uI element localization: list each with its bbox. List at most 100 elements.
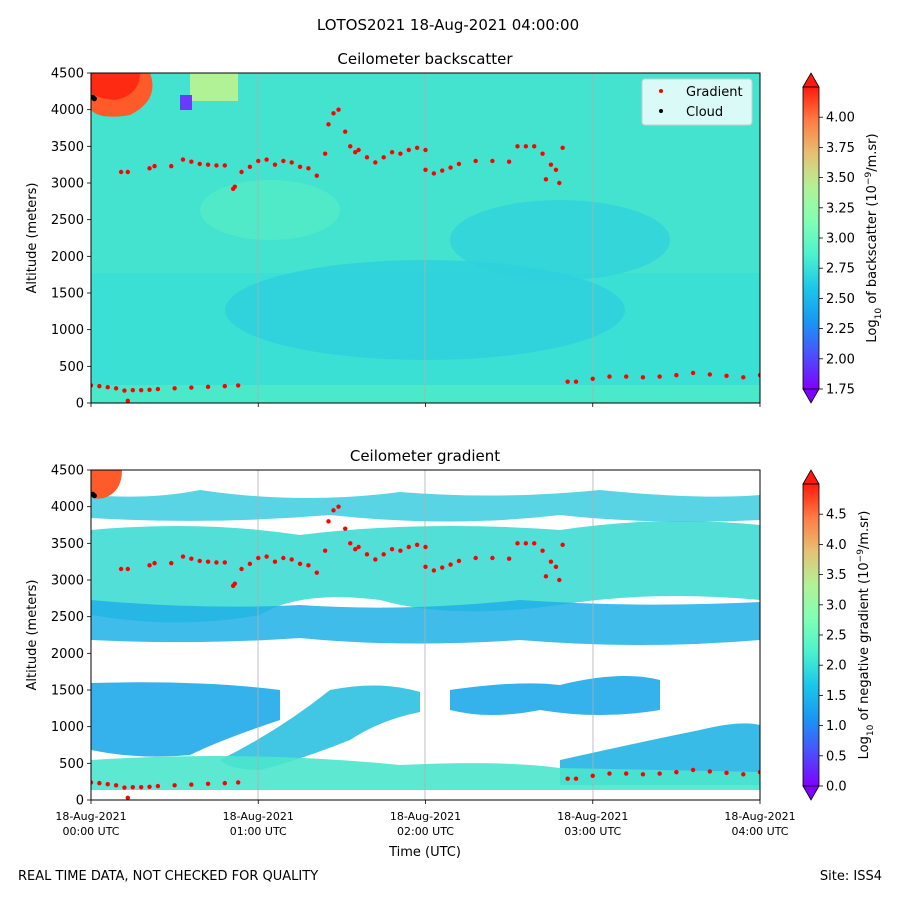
gradient-point (289, 160, 294, 165)
legend-box (641, 78, 753, 126)
gradient-point (172, 783, 177, 788)
gradient-point (707, 372, 713, 377)
gradient-point (423, 544, 428, 550)
gradient-point (356, 147, 361, 153)
gradient-point (423, 147, 428, 153)
cloud-point (91, 96, 97, 102)
gradient-point (336, 504, 341, 509)
gradient-point (440, 168, 445, 173)
gradient-point (281, 158, 286, 164)
gradient-point (389, 150, 395, 155)
field-hotspot (91, 73, 140, 100)
y-tick-label: 500 (59, 360, 84, 375)
panel-title: Ceilometer backscatter (337, 50, 513, 68)
field-hotspot (190, 73, 238, 101)
colorbar-tick-label: 2.5 (826, 629, 847, 644)
gradient-point (724, 373, 729, 379)
gradient-point (406, 147, 411, 153)
gradient-point (306, 563, 311, 568)
gradient-point (523, 541, 529, 546)
colorbar-tick-label: 3.00 (826, 232, 855, 247)
gradient-point (222, 780, 227, 786)
x-axis (90, 403, 761, 407)
colorbar-label: Log10 of backscatter (10−9/m.sr) (864, 133, 884, 342)
gradient-point (91, 780, 94, 785)
gradient-point (565, 379, 570, 384)
gradient-point (281, 555, 286, 561)
legend-marker-gradient (659, 89, 663, 93)
gradient-point (214, 560, 219, 565)
gradient-point (138, 784, 144, 790)
gradient-point (741, 375, 746, 380)
y-axis-label: Altitude (meters) (25, 183, 40, 294)
gradient-point (398, 151, 403, 156)
gradient-point (235, 780, 241, 785)
gradient-point (553, 564, 559, 569)
gradient-point (473, 555, 478, 561)
gradient-point (548, 559, 554, 564)
gradient-point (364, 552, 370, 557)
y-axis-label: Altitude (meters) (25, 580, 40, 691)
gradient-point (189, 385, 194, 390)
gradient-point (118, 566, 124, 572)
x-tick-label-date: 18-Aug-2021 (390, 810, 461, 823)
gradient-point (557, 577, 562, 583)
gradient-point (155, 386, 161, 392)
gradient-point (624, 771, 629, 776)
gradient-point (573, 776, 579, 781)
colorbar-tick-label: 3.5 (826, 568, 847, 583)
gradient-point (169, 163, 174, 169)
x-axis: 18-Aug-2021 00:00 UTC 18-Aug-2021 01:00 UTC… (55, 800, 796, 838)
heatmap-field (91, 470, 760, 800)
x-tick-label-date: 18-Aug-2021 (55, 810, 126, 823)
gradient-point (297, 164, 303, 170)
gradient-point (540, 548, 545, 553)
gradient-point (540, 151, 545, 156)
legend-marker-cloud (659, 109, 663, 113)
gradient-point (197, 161, 202, 167)
gradient-point (205, 781, 211, 787)
y-tick-label: 2500 (51, 610, 84, 625)
y-tick-label: 1000 (51, 323, 84, 338)
gradient-point (272, 559, 278, 564)
gradient-point (381, 552, 386, 557)
gradient-point (657, 374, 662, 379)
gradient-point (239, 566, 244, 572)
gradient-point (473, 158, 478, 164)
gradient-point (490, 158, 495, 164)
gradient-point (232, 581, 238, 586)
gradient-point (331, 508, 336, 513)
gradient-point (590, 376, 595, 381)
gradient-point (548, 162, 554, 167)
gradient-point (113, 386, 119, 391)
gradient-point (326, 122, 331, 127)
gradient-point (147, 166, 152, 171)
footer-site: Site: ISS4 (819, 869, 882, 884)
y-tick-label: 3000 (51, 574, 84, 589)
field-blob (450, 200, 670, 280)
x-tick-label-time: 02:00 UTC (397, 825, 454, 838)
y-tick-label: 3500 (51, 537, 84, 552)
gradient-point (314, 570, 319, 575)
field-band (450, 676, 660, 715)
field-band (220, 685, 420, 770)
gradient-point (331, 111, 336, 116)
y-tick-label: 1500 (51, 684, 84, 699)
gradient-point (724, 770, 729, 776)
y-tick-label: 0 (76, 397, 84, 412)
gradient-point (147, 784, 152, 789)
panel-title: Ceilometer gradient (350, 447, 500, 465)
footer-quality-note: REAL TIME DATA, NOT CHECKED FOR QUALITY (18, 869, 319, 884)
y-tick-label: 0 (76, 794, 84, 809)
gradient-point (214, 163, 219, 168)
gradient-point (247, 164, 253, 170)
gradient-point (138, 387, 144, 393)
gradient-point (189, 556, 194, 561)
gradient-point (373, 160, 378, 165)
gradient-point (272, 162, 278, 167)
gradient-point (690, 370, 696, 376)
gradient-point (152, 163, 157, 169)
gradient-point (657, 771, 662, 776)
field-blob (200, 180, 340, 240)
y-tick-label: 4500 (51, 67, 84, 82)
